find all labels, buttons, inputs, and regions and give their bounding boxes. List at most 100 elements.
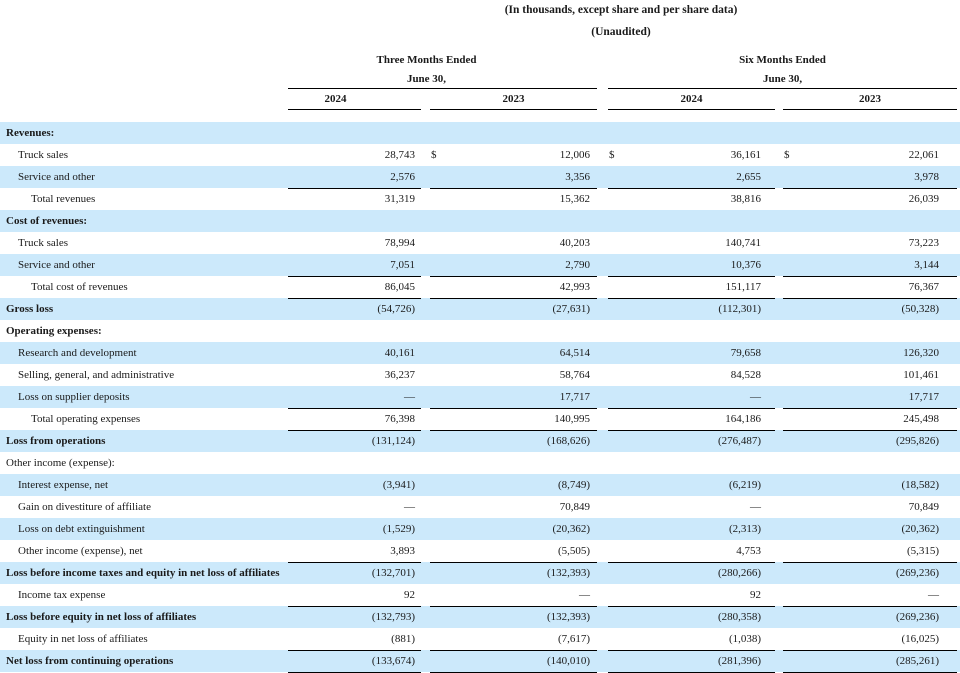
header-spacer (0, 70, 288, 89)
column-gap (597, 650, 609, 672)
table-row: Income tax expense 92 — 92 — (0, 584, 960, 607)
column-gap (421, 188, 430, 210)
currency-symbol-cell (430, 584, 444, 607)
column-gap (775, 232, 783, 254)
currency-symbol-cell (288, 122, 300, 144)
right-edge (957, 650, 960, 672)
table-row: Loss before equity in net loss of affili… (0, 606, 960, 628)
currency-symbol-cell (608, 364, 622, 386)
right-edge (957, 606, 960, 628)
currency-symbol-cell: $ (784, 149, 790, 161)
column-gap (421, 364, 430, 386)
column-gap (421, 89, 430, 110)
value-cell: 2,655 (622, 166, 776, 189)
currency-symbol-cell (608, 188, 622, 210)
value-cell: 40,161 (300, 342, 421, 364)
value-cell (622, 452, 775, 474)
currency-symbol-cell (783, 584, 798, 607)
column-gap (775, 320, 783, 342)
currency-symbol-cell (608, 496, 622, 518)
right-edge (957, 166, 960, 188)
value-cell: (132,393) (444, 606, 598, 628)
currency-symbol-cell (783, 122, 798, 144)
currency-symbol-cell (288, 452, 300, 474)
row-label: Revenues: (0, 122, 288, 144)
value-cell: (18,582) (797, 474, 958, 496)
column-gap (775, 650, 784, 672)
column-gap (421, 320, 430, 342)
table-row: Loss on supplier deposits — 17,717 — 17,717 (0, 386, 960, 409)
currency-symbol-cell: $ (609, 149, 615, 161)
row-label: Truck sales (18, 149, 69, 161)
units-note: (In thousands, except share and per shar… (504, 4, 738, 16)
currency-symbol-cell (288, 210, 300, 232)
column-gap (775, 452, 783, 474)
row-label: Net loss from continuing operations (0, 650, 288, 672)
currency-symbol-cell (608, 540, 623, 563)
column-gap (421, 496, 430, 518)
value-cell: (3,941) (300, 474, 421, 496)
year-header-row: 2024 2023 2024 2023 (0, 88, 960, 110)
value-cell: (280,358) (622, 606, 776, 628)
currency-symbol-cell (608, 518, 623, 540)
six-months-date-header: June 30, (608, 70, 958, 89)
year-header-6mo-2023: 2023 (783, 88, 958, 110)
value-cell: (269,236) (797, 606, 958, 628)
column-gap (775, 518, 784, 540)
currency-symbol-cell (288, 496, 300, 518)
column-gap (775, 628, 783, 650)
value-cell: 12,006 (559, 149, 591, 161)
value-cell: (5,315) (797, 540, 958, 563)
currency-symbol-cell (783, 276, 798, 299)
currency-symbol-cell (288, 628, 300, 651)
row-label: Other income (expense), net (18, 545, 143, 557)
column-gap (597, 540, 608, 562)
currency-symbol-cell (288, 606, 300, 628)
table-row: Equity in net loss of affiliates (881) (7,… (0, 628, 960, 651)
currency-symbol-cell (608, 606, 623, 628)
currency-symbol-cell (430, 496, 444, 518)
column-gap (775, 408, 783, 430)
table-row: Net loss from continuing operations (133,… (0, 650, 960, 673)
right-edge (957, 210, 960, 232)
value-cell: 7,051 (300, 254, 421, 277)
table-row: Truck sales 78,994 40,203 140,741 73,223 (0, 232, 960, 254)
column-gap (421, 122, 430, 144)
column-gap (775, 606, 784, 628)
currency-symbol-cell (608, 298, 623, 320)
column-gap (597, 50, 608, 70)
value-cell (300, 122, 421, 144)
column-gap (421, 474, 430, 496)
column-gap (421, 562, 430, 584)
row-label: Loss on supplier deposits (0, 386, 288, 408)
value-cell: (50,328) (797, 298, 958, 320)
value-cell: (20,362) (444, 518, 598, 540)
value-cell: (5,505) (444, 540, 598, 563)
value-cell: (8,749) (444, 474, 598, 496)
currency-symbol-cell (430, 606, 444, 628)
value-cell: (881) (300, 628, 421, 651)
right-edge (957, 430, 960, 452)
value-cell: (168,626) (444, 430, 598, 452)
column-gap (597, 166, 609, 188)
column-gap (775, 584, 783, 606)
header-bottom-spacer (0, 110, 960, 123)
row-label: Gross loss (0, 298, 288, 320)
currency-symbol-cell (430, 320, 444, 342)
column-gap (597, 430, 609, 452)
currency-symbol-cell (783, 342, 798, 364)
value-cell: 22,061 (908, 149, 940, 161)
currency-symbol-cell (288, 518, 300, 540)
year-header-6mo-2024: 2024 (608, 88, 776, 110)
right-edge (957, 254, 960, 276)
currency-symbol-cell (430, 210, 444, 232)
currency-symbol-cell (288, 364, 300, 386)
value-cell: 92 (622, 584, 776, 607)
currency-symbol-cell (430, 386, 444, 409)
value-cell: 64,514 (444, 342, 598, 364)
value-cell: (6,219) (622, 474, 776, 496)
year-header-3mo-2024: 2024 (288, 88, 421, 110)
currency-symbol-cell (608, 408, 623, 431)
currency-symbol-cell (430, 232, 444, 254)
column-gap (597, 562, 609, 584)
